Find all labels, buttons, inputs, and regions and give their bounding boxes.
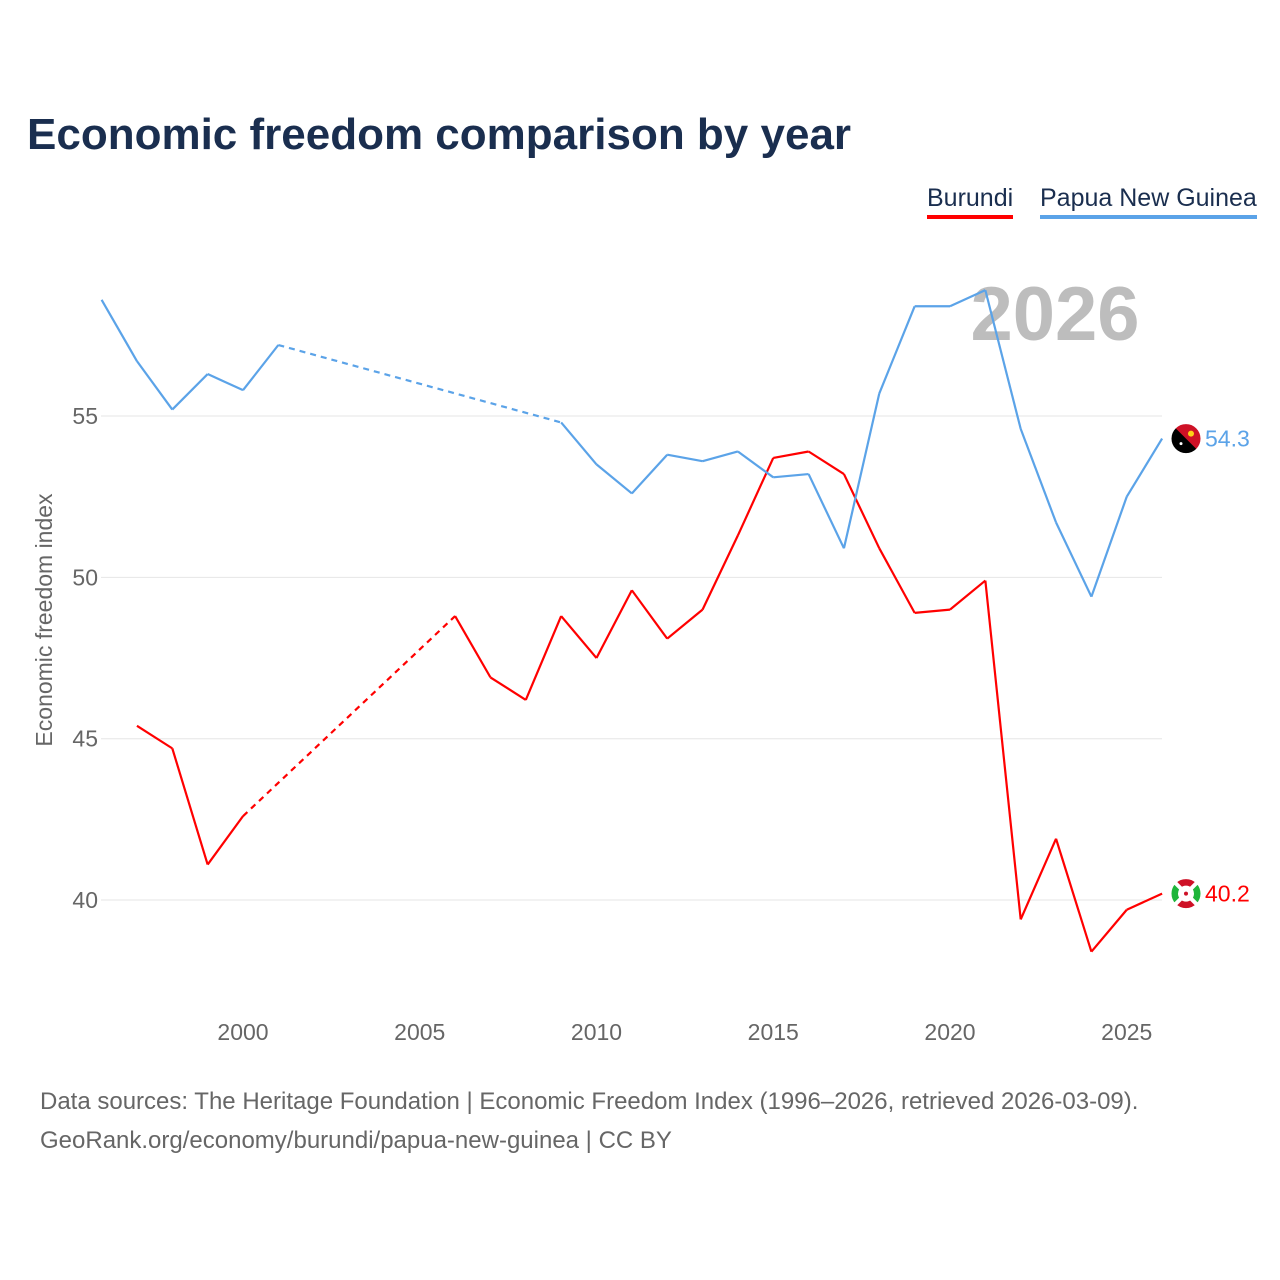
series-segment-papua-new-guinea: [878, 305, 916, 394]
series-segment-burundi: [560, 615, 598, 659]
series-segment-burundi: [984, 580, 1022, 920]
series-segment-papua-new-guinea: [842, 393, 881, 549]
x-tick-label: 2025: [1101, 1019, 1152, 1045]
source-url: GeoRank.org/economy/burundi/papua-new-gu…: [40, 1127, 672, 1154]
series-segment-papua-new-guinea: [1125, 438, 1164, 498]
series-segment-burundi: [242, 615, 456, 817]
series-segment-papua-new-guinea: [949, 289, 986, 308]
series-segment-burundi: [878, 547, 916, 614]
chart-title: Economic freedom comparison by year: [27, 110, 852, 159]
series-segment-burundi: [489, 676, 527, 701]
series-segment-papua-new-guinea: [702, 450, 739, 463]
end-value-label: 54.3: [1205, 426, 1250, 452]
series-segment-burundi: [630, 589, 669, 640]
x-tick-label: 2000: [217, 1019, 268, 1045]
series-segment-burundi: [949, 579, 987, 611]
series-segment-papua-new-guinea: [242, 344, 280, 391]
series-segment-papua-new-guinea: [1090, 496, 1128, 598]
x-tick-label: 2010: [571, 1019, 622, 1045]
series-segment-burundi: [136, 724, 173, 750]
y-tick-label: 45: [72, 726, 98, 752]
y-axis-label: Economic freedom index: [31, 493, 57, 747]
series-segment-papua-new-guinea: [595, 463, 633, 495]
series-segment-papua-new-guinea: [1019, 428, 1058, 523]
series-segment-papua-new-guinea: [984, 289, 1022, 430]
series-segment-papua-new-guinea: [737, 450, 774, 479]
series-segment-papua-new-guinea: [631, 453, 669, 495]
series-segment-papua-new-guinea: [560, 421, 598, 466]
series-segment-papua-new-guinea: [773, 472, 809, 479]
series-segment-burundi: [1055, 838, 1093, 953]
series-segment-burundi: [454, 615, 492, 678]
series-segment-papua-new-guinea: [207, 373, 244, 392]
x-tick-label: 2005: [394, 1019, 445, 1045]
series-segment-burundi: [773, 450, 809, 460]
series-segment-burundi: [701, 534, 739, 611]
x-tick-label: 2020: [924, 1019, 975, 1045]
series-segment-papua-new-guinea: [807, 473, 845, 549]
y-tick-label: 55: [72, 403, 98, 429]
y-tick-label: 40: [72, 887, 98, 913]
series-segment-papua-new-guinea: [136, 360, 174, 411]
year-watermark: 2026: [970, 272, 1139, 357]
series-segment-burundi: [1090, 909, 1128, 953]
series-segment-burundi: [1126, 892, 1163, 911]
legend-papua-new-guinea[interactable]: Papua New Guinea: [1040, 184, 1257, 219]
series-segment-burundi: [1019, 838, 1058, 920]
series-segment-papua-new-guinea: [100, 299, 138, 362]
series-segment-burundi: [736, 457, 775, 536]
series-segment-burundi: [206, 815, 244, 866]
x-tick-label: 2015: [748, 1019, 799, 1045]
series-segment-papua-new-guinea: [667, 453, 703, 463]
series-segment-papua-new-guinea: [1055, 522, 1093, 598]
end-value-label: 40.2: [1205, 881, 1250, 907]
series-segment-papua-new-guinea: [278, 343, 562, 424]
source-text: Data sources: The Heritage Foundation | …: [40, 1088, 1139, 1115]
series-segment-burundi: [842, 473, 881, 549]
series-segment-burundi: [171, 748, 209, 865]
png-flag-icon: [1170, 423, 1202, 455]
series-segment-burundi: [524, 615, 563, 701]
series-segment-burundi: [808, 450, 845, 476]
y-tick-label: 50: [72, 564, 98, 590]
series-segment-burundi: [666, 608, 704, 640]
series-segment-burundi: [595, 589, 633, 659]
legend-burundi[interactable]: Burundi: [927, 184, 1014, 219]
series-segment-papua-new-guinea: [171, 373, 209, 411]
burundi-flag-icon: [1170, 878, 1202, 910]
series-segment-burundi: [914, 608, 951, 614]
